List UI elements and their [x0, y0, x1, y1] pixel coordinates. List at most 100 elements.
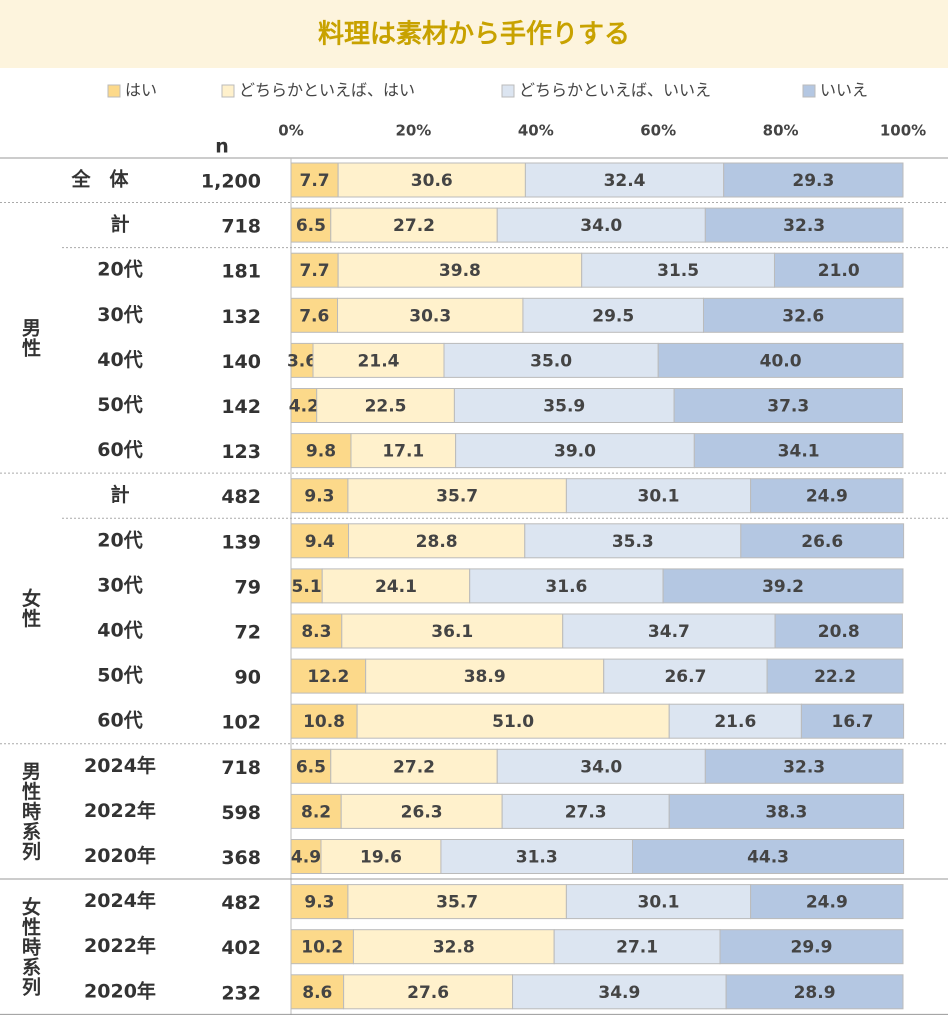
bar-segment: [702, 297, 904, 333]
value-label: 17.1: [382, 442, 424, 462]
n-value: 139: [221, 531, 261, 553]
bar-segment: [290, 252, 339, 288]
bar-segment: [631, 839, 905, 874]
value-label: 29.3: [792, 171, 834, 191]
n-value: 482: [221, 892, 261, 914]
category-label: 20代: [97, 529, 142, 551]
value-label: 22.2: [814, 667, 856, 687]
bar-segment: [365, 658, 605, 694]
value-label: 26.7: [664, 667, 706, 687]
bar-segment: [320, 839, 442, 874]
value-label: 8.3: [301, 622, 331, 642]
legend-swatch: [501, 84, 515, 98]
value-label: 8.2: [301, 802, 331, 822]
category-label: 60代: [97, 710, 142, 732]
value-label: 9.4: [305, 532, 335, 552]
value-label: 27.2: [393, 216, 435, 236]
value-label: 30.6: [411, 171, 453, 191]
n-value: 90: [235, 667, 261, 689]
bar-segment: [312, 342, 445, 378]
x-tick-label: 100%: [880, 122, 926, 140]
bar-segment: [290, 974, 345, 1010]
value-label: 35.3: [612, 532, 654, 552]
n-value: 1,200: [201, 171, 261, 193]
bar-segment: [290, 839, 322, 874]
value-label: 6.5: [296, 757, 326, 777]
bar-segment: [774, 613, 903, 649]
legend-label: はい: [125, 81, 157, 100]
category-label: 40代: [97, 620, 142, 642]
bar-segment: [750, 478, 904, 514]
bar-segment: [290, 793, 342, 829]
bar-segment: [657, 342, 904, 378]
value-label: 21.0: [818, 261, 860, 281]
x-tick-label: 20%: [395, 122, 431, 140]
legend-swatch: [802, 84, 816, 98]
bar-segment: [704, 748, 904, 784]
bar-segment: [330, 207, 498, 243]
value-label: 30.3: [409, 306, 451, 326]
n-value: 718: [221, 757, 261, 779]
value-label: 27.2: [393, 757, 435, 777]
value-label: 34.9: [598, 983, 640, 1003]
value-label: 24.9: [806, 893, 848, 913]
value-label: 10.8: [303, 712, 345, 732]
bar-segment: [723, 162, 904, 198]
value-label: 34.1: [778, 442, 820, 462]
value-label: 12.2: [307, 667, 349, 687]
bar-segment: [501, 793, 670, 829]
value-label: 35.0: [530, 351, 572, 371]
value-label: 31.6: [545, 577, 587, 597]
value-label: 5.1: [292, 577, 322, 597]
value-label: 27.3: [565, 802, 607, 822]
x-tick-label: 40%: [518, 122, 554, 140]
bar-segment: [290, 207, 332, 243]
value-label: 39.8: [439, 261, 481, 281]
legend-label: いいえ: [820, 81, 868, 100]
bar-segment: [725, 974, 904, 1010]
value-label: 31.5: [657, 261, 699, 281]
bar-segment: [290, 433, 352, 469]
bar-segment: [453, 388, 675, 423]
value-label: 28.8: [416, 532, 458, 552]
n-value: 72: [235, 622, 261, 644]
bar-segment: [455, 433, 695, 469]
bar-segment: [290, 162, 339, 198]
bar-segment: [316, 388, 455, 423]
value-label: 37.3: [767, 397, 809, 417]
value-label: 44.3: [747, 848, 789, 868]
category-label: 2024年: [84, 754, 156, 777]
category-label: 計: [110, 213, 129, 236]
value-label: 34.0: [580, 216, 622, 236]
n-value: 718: [221, 216, 261, 238]
bar-segment: [496, 748, 706, 784]
value-label: 40.0: [760, 351, 802, 371]
bar-segment: [290, 568, 323, 604]
value-label: 38.3: [765, 802, 807, 822]
value-label: 6.5: [296, 216, 326, 236]
value-label: 21.6: [714, 712, 756, 732]
value-label: 9.3: [304, 487, 334, 507]
bar-segment: [290, 478, 349, 514]
value-label: 31.3: [516, 848, 558, 868]
value-label: 7.7: [299, 261, 329, 281]
bar-segment: [350, 433, 457, 469]
group-label: 男性時系列: [19, 761, 41, 861]
category-label: 2020年: [84, 844, 156, 867]
category-label: 30代: [97, 574, 142, 596]
bar-segment: [352, 929, 555, 965]
x-tick-label: 80%: [763, 122, 799, 140]
bar-segment: [662, 568, 904, 604]
value-label: 30.1: [638, 893, 680, 913]
value-label: 39.0: [554, 442, 596, 462]
n-value: 402: [221, 937, 261, 959]
bar-segment: [673, 388, 903, 423]
bar-segment: [496, 207, 706, 243]
value-label: 32.6: [782, 306, 824, 326]
bar-segment: [343, 974, 514, 1010]
title-band: [0, 0, 948, 68]
value-label: 38.9: [464, 667, 506, 687]
value-label: 8.6: [302, 983, 332, 1003]
group-label: 男性: [19, 318, 41, 358]
bar-segment: [800, 703, 905, 739]
